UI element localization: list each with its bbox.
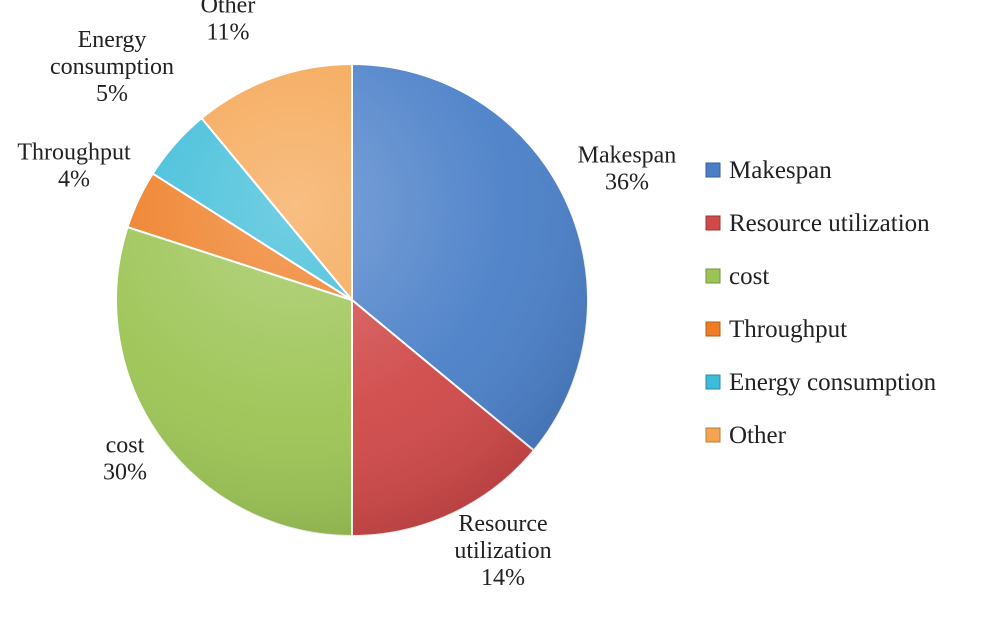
legend-label-energy-consumption: Energy consumption xyxy=(729,369,937,396)
legend-swatch-energy-consumption xyxy=(705,374,721,390)
slice-label-other: Other 11% xyxy=(201,0,256,46)
slice-label-cost: cost 30% xyxy=(103,433,147,486)
slice-labels: Makespan 36% Resource utilization 14% cost 30%… xyxy=(17,0,676,591)
legend-swatch-resource-utilization xyxy=(705,215,721,231)
legend-swatch-other xyxy=(705,427,721,443)
slice-label-energy-consumption: Energy consumption 5% xyxy=(50,27,174,107)
legend-label-resource-utilization: Resource utilization xyxy=(729,210,930,237)
legend-label-makespan: Makespan xyxy=(729,157,832,184)
slice-label-resource-utilization: Resource utilization 14% xyxy=(454,511,551,591)
legend-label-throughput: Throughput xyxy=(729,316,847,343)
legend: Makespan Resource utilization cost Throughp… xyxy=(705,157,937,449)
legend-item-makespan: Makespan xyxy=(705,157,832,184)
legend-item-energy-consumption: Energy consumption xyxy=(705,369,937,396)
legend-swatch-cost xyxy=(705,268,721,284)
slice-label-throughput: Throughput 4% xyxy=(17,140,131,193)
legend-label-cost: cost xyxy=(729,263,769,290)
pie-slices xyxy=(115,62,589,538)
legend-item-other: Other xyxy=(705,422,787,449)
legend-item-resource-utilization: Resource utilization xyxy=(705,210,930,237)
legend-label-other: Other xyxy=(729,422,787,449)
legend-swatch-throughput xyxy=(705,321,721,337)
slice-label-makespan: Makespan 36% xyxy=(578,143,677,196)
legend-item-cost: cost xyxy=(705,263,769,290)
legend-item-throughput: Throughput xyxy=(705,316,847,343)
legend-swatch-makespan xyxy=(705,162,721,178)
